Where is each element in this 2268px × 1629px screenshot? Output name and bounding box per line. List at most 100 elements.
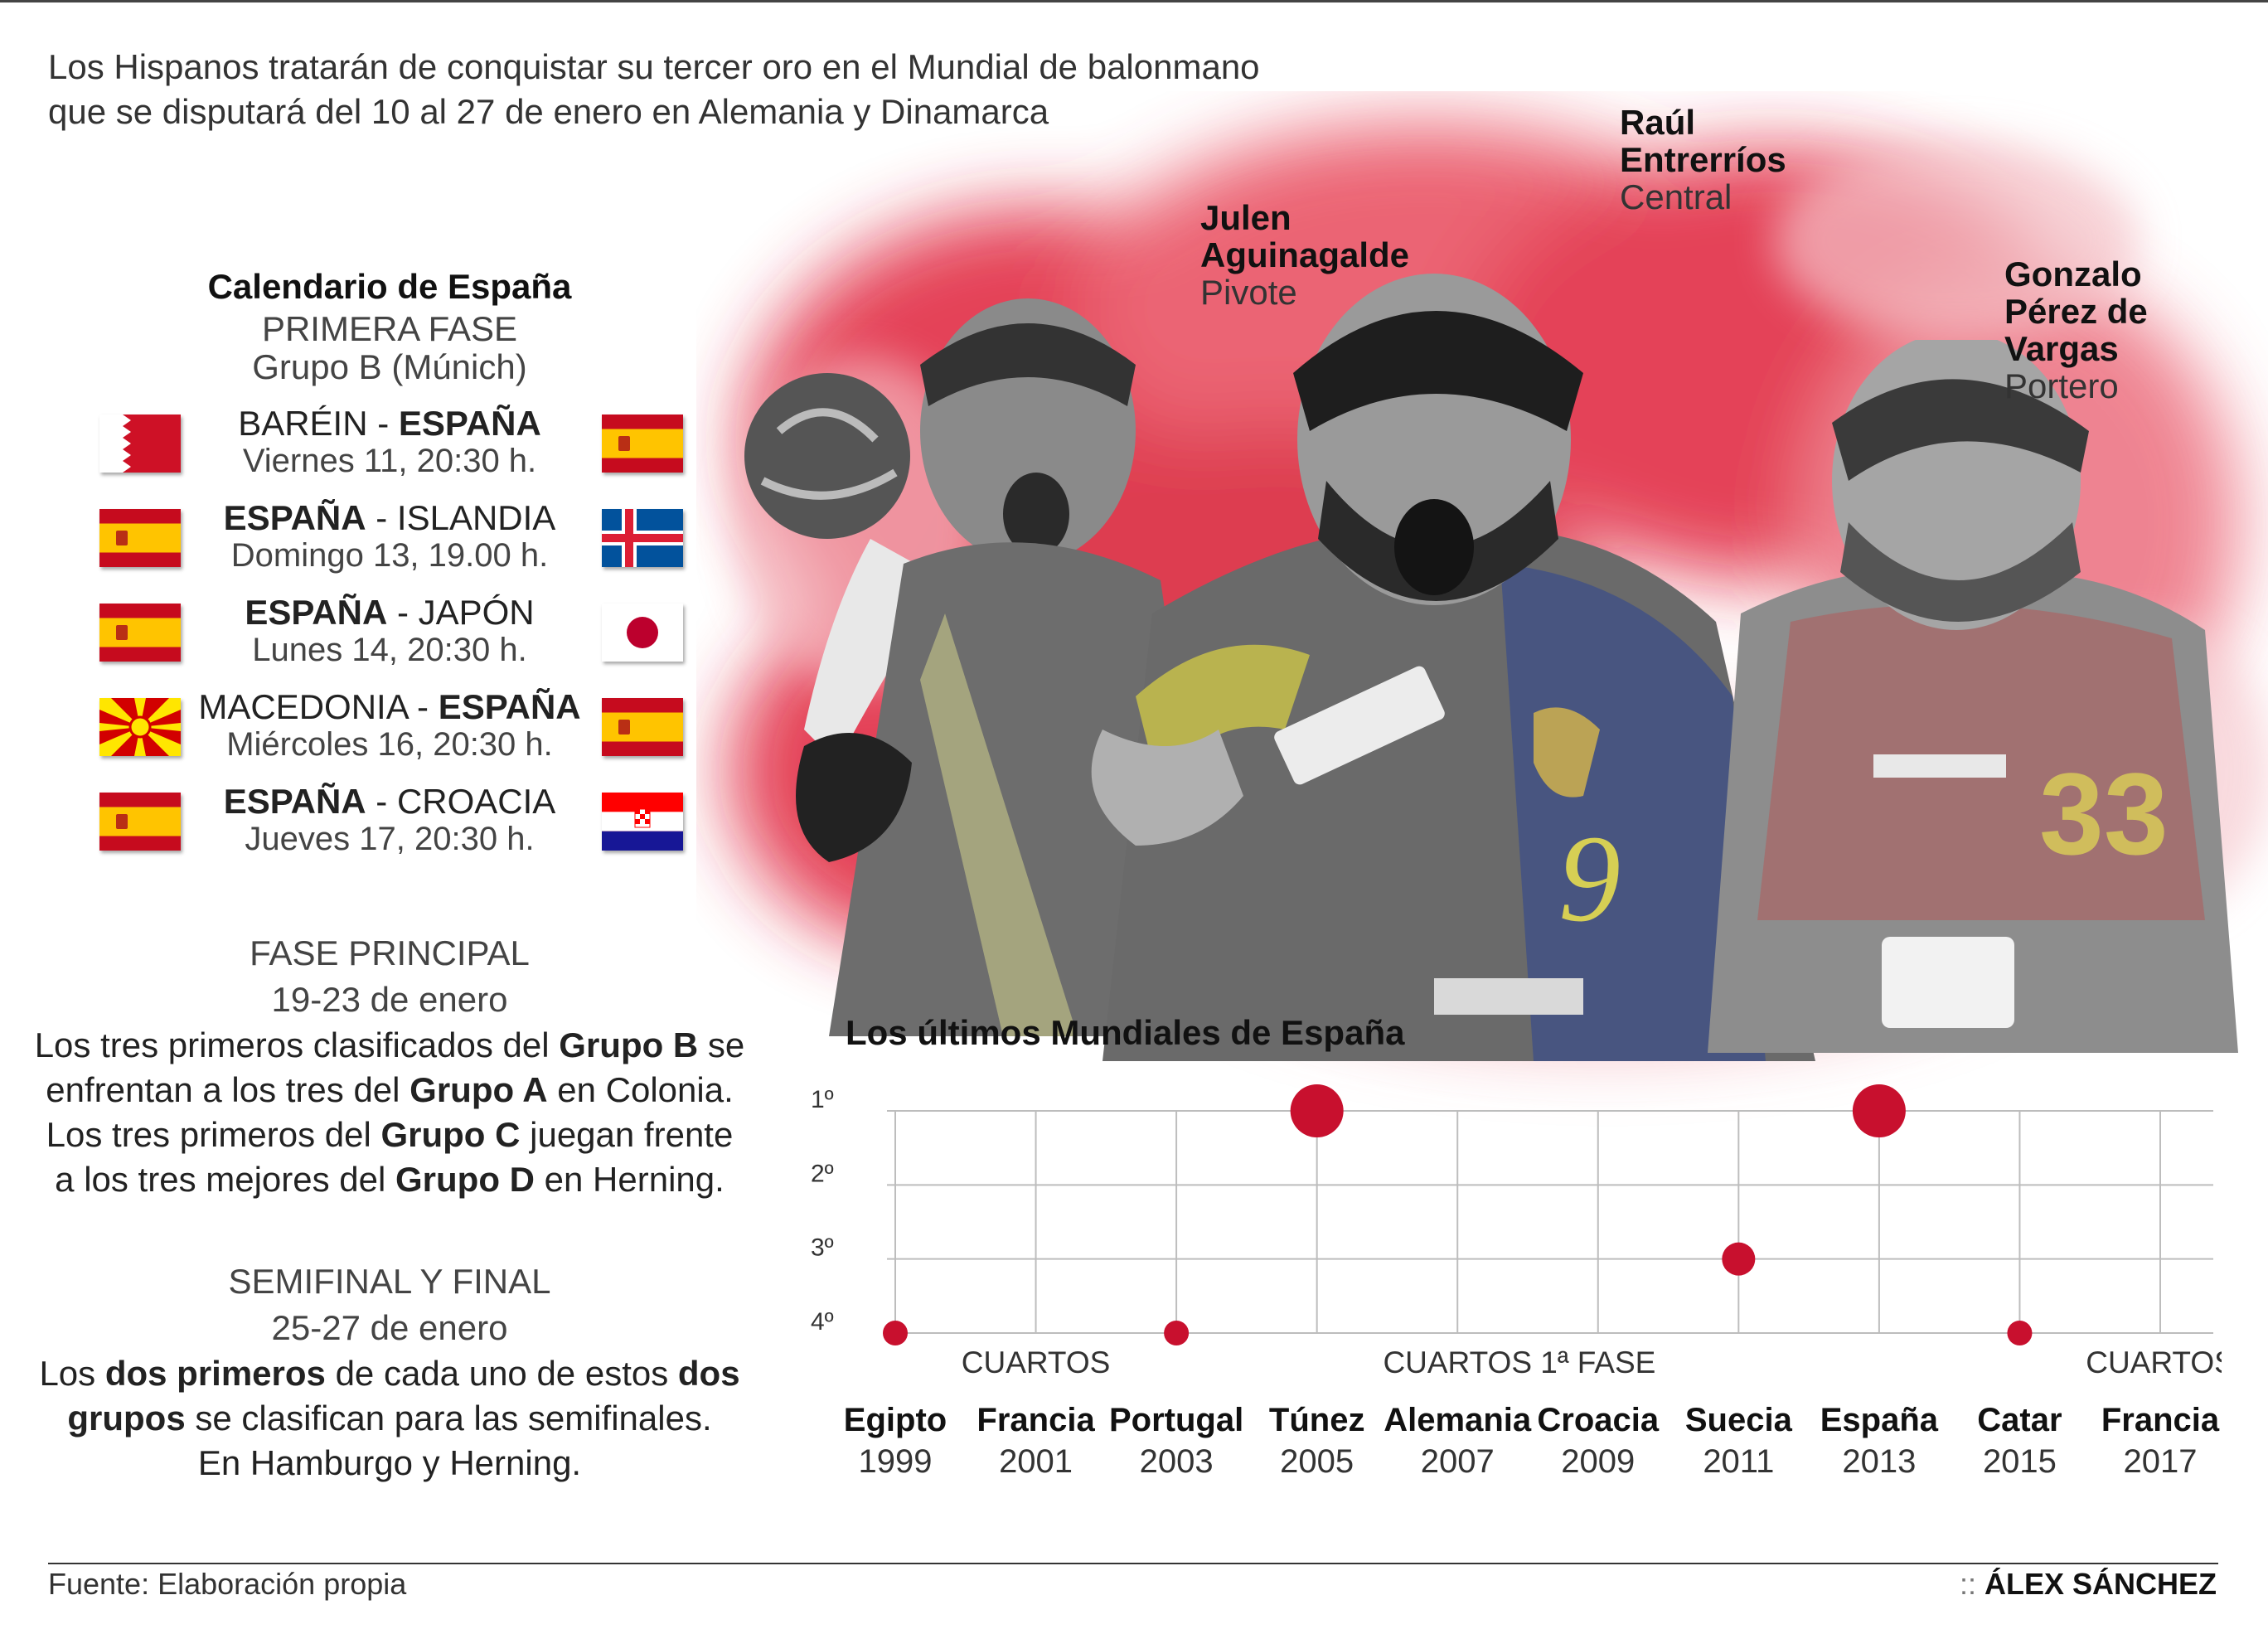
intro-text: Los Hispanos tratarán de conquistar su t… [48, 45, 1292, 134]
host-country-label: Croacia [1537, 1402, 1659, 1438]
calendar-title: Calendario de España [207, 267, 572, 306]
year-label: 2015 [1983, 1443, 2057, 1480]
host-country-label: España [1820, 1402, 1939, 1438]
match-teams: BARÉIN - ESPAÑA [238, 404, 541, 443]
main-phase-line-2: enfrentan a los tres del Grupo A en Colo… [46, 1070, 734, 1109]
author-name: ÁLEX SÁNCHEZ [1984, 1567, 2217, 1601]
chart-title: Los últimos Mundiales de España [846, 1013, 1405, 1052]
y-tick-label: 2º [811, 1160, 834, 1187]
footer-rule [48, 1563, 2218, 1564]
japan-flag-icon [602, 604, 683, 662]
host-country-label: Francia [976, 1402, 1095, 1438]
player-position: Portero [2004, 366, 2119, 405]
year-label: 2011 [1703, 1443, 1774, 1480]
player-first-name: Raúl [1620, 103, 1696, 142]
host-country-label: Suecia [1685, 1402, 1793, 1438]
author-dots: :: [1959, 1567, 1976, 1601]
final-phase-line-2: grupos se clasifican para las semifinale… [67, 1399, 712, 1437]
match-row: MACEDONIA - ESPAÑA Miércoles 16, 20:30 h. [50, 688, 729, 783]
player-position: Central [1620, 177, 1732, 216]
y-tick-label: 1º [811, 1086, 834, 1113]
player-photo-entrerrios: 9 [1091, 274, 1815, 1061]
player-last-name: Aguinagalde [1200, 235, 1410, 274]
spain-flag-icon [602, 415, 683, 473]
player-last-name: Entrerríos [1620, 140, 1786, 179]
match-teams: ESPAÑA - ISLANDIA [223, 498, 556, 537]
year-label: 1999 [859, 1443, 933, 1480]
year-label: 2003 [1140, 1443, 1214, 1480]
main-phase-block: FASE PRINCIPAL 19-23 de enero Los tres p… [33, 930, 746, 1202]
world-cup-results-chart: 1º 2º 3º 4º Egipto 1999 CUARTOS Francia 2001 Port… [811, 1084, 2222, 1480]
match-date: Viernes 11, 20:30 h. [242, 443, 537, 479]
y-tick-label: 3º [811, 1234, 834, 1262]
result-note: CUARTOS [2086, 1345, 2222, 1379]
intro-line-1: Los Hispanos tratarán de conquistar su t… [48, 47, 1260, 86]
host-country-label: Túnez [1269, 1402, 1365, 1438]
final-phase-line-1: Los dos primeros de cada uno de estos do… [39, 1354, 740, 1393]
result-dot [883, 1321, 908, 1345]
player-photo-aguinagalde [744, 298, 1227, 1036]
intro-line-2: que se disputará del 10 al 27 de enero e… [48, 92, 1049, 131]
year-label: 2013 [1842, 1443, 1916, 1480]
player-first-name: Julen [1200, 198, 1292, 237]
author-credit: :: ÁLEX SÁNCHEZ [1960, 1567, 2217, 1602]
spain-flag-icon [99, 509, 181, 567]
main-phase-line-1: Los tres primeros clasificados del Grupo… [34, 1025, 745, 1064]
result-dot [1290, 1084, 1344, 1137]
iceland-flag-icon [602, 509, 683, 567]
match-teams: MACEDONIA - ESPAÑA [198, 687, 581, 726]
year-label: 2001 [999, 1443, 1073, 1480]
result-note: CUARTOS [1383, 1345, 1532, 1379]
svg-text:9: 9 [1558, 810, 1621, 948]
result-dot [2007, 1321, 2033, 1345]
calendar-group: Grupo B (Múnich) [252, 347, 527, 386]
main-phase-dates: 19-23 de enero [271, 980, 508, 1019]
result-dot [1722, 1242, 1756, 1276]
macedonia-flag-icon [99, 698, 181, 756]
match-row: ESPAÑA - JAPÓN Lunes 14, 20:30 h. [50, 594, 729, 688]
player-label-entrerrios: Raúl Entrerríos Central [1620, 104, 1786, 216]
host-country-label: Francia [2101, 1402, 2220, 1438]
final-phase-heading: SEMIFINAL Y FINAL [228, 1262, 551, 1301]
match-date: Domingo 13, 19.00 h. [230, 537, 549, 574]
top-rule [0, 0, 2268, 2]
match-date: Lunes 14, 20:30 h. [252, 632, 527, 668]
match-row: BARÉIN - ESPAÑA Viernes 11, 20:30 h. [50, 405, 729, 499]
player-label-perez-de-vargas: Gonzalo Pérez de Vargas Portero [2004, 255, 2148, 405]
player-middle-name: Pérez de [2004, 292, 2148, 331]
match-teams: ESPAÑA - CROACIA [223, 782, 556, 821]
spain-flag-icon [99, 604, 181, 662]
match-date: Jueves 17, 20:30 h. [245, 821, 535, 857]
match-row: ESPAÑA - CROACIA Jueves 17, 20:30 h. [50, 783, 729, 877]
result-note: 1ª FASE [1540, 1345, 1655, 1379]
calendar-phase: PRIMERA FASE [261, 309, 518, 348]
player-photo-perez-de-vargas: 33 [1708, 340, 2238, 1053]
main-phase-line-4: a los tres mejores del Grupo D en Hernin… [55, 1160, 724, 1199]
host-country-label: Alemania [1384, 1402, 1532, 1438]
final-phase-block: SEMIFINAL Y FINAL 25-27 de enero Los dos… [33, 1258, 746, 1486]
result-note: CUARTOS [962, 1345, 1111, 1379]
spain-flag-icon [99, 793, 181, 851]
main-phase-heading: FASE PRINCIPAL [250, 933, 530, 972]
host-country-label: Egipto [844, 1402, 947, 1438]
croatia-flag-icon [602, 793, 683, 851]
final-phase-dates: 25-27 de enero [271, 1308, 508, 1347]
year-label: 2009 [1561, 1443, 1635, 1480]
final-phase-line-3: En Hamburgo y Herning. [197, 1443, 582, 1482]
year-label: 2017 [2124, 1443, 2198, 1480]
y-tick-label: 4º [811, 1308, 834, 1336]
calendar: Calendario de España PRIMERA FASE Grupo … [50, 264, 729, 877]
player-position: Pivote [1200, 273, 1297, 312]
player-label-aguinagalde: Julen Aguinagalde Pivote [1200, 199, 1409, 311]
match-list: BARÉIN - ESPAÑA Viernes 11, 20:30 h. ESPAÑ… [50, 405, 729, 877]
result-dot [1164, 1321, 1190, 1345]
player-last-name: Vargas [2004, 329, 2119, 368]
host-country-label: Catar [1977, 1402, 2062, 1438]
year-label: 2005 [1280, 1443, 1354, 1480]
bahrain-flag-icon [99, 415, 181, 473]
main-phase-line-3: Los tres primeros del Grupo C juegan fre… [46, 1115, 734, 1154]
svg-text:33: 33 [2039, 749, 2169, 879]
host-country-label: Portugal [1109, 1402, 1243, 1438]
player-first-name: Gonzalo [2004, 255, 2142, 293]
spain-flag-icon [602, 698, 683, 756]
